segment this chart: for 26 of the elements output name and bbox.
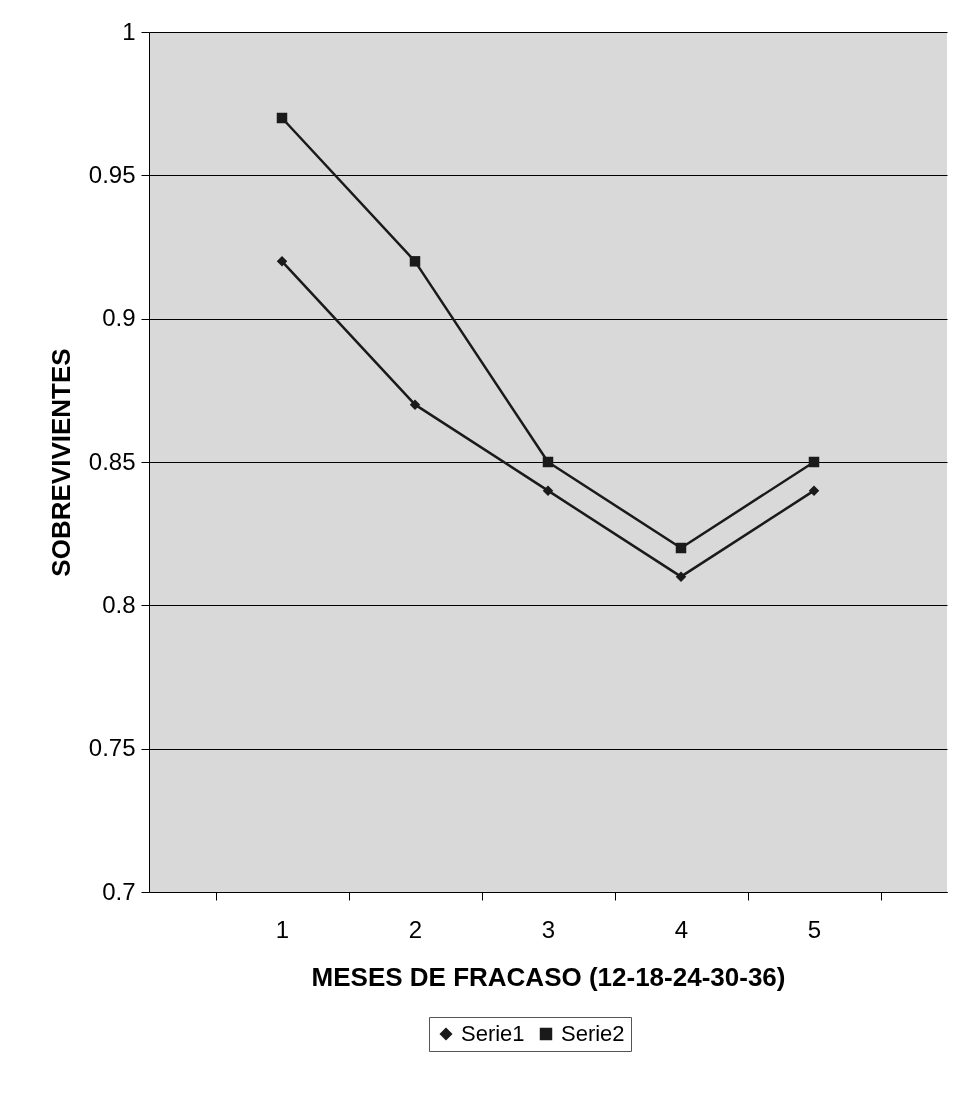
point [542,456,554,468]
y-tick-label: 0.85 [88,447,136,475]
y-axis-title: SOBREVIVIENTES [45,348,76,577]
y-tick-label: 0.8 [102,590,136,618]
legend-label: Serie2 [561,1021,625,1046]
point [542,485,554,496]
point [675,542,687,554]
y-tick-label: 0.7 [102,877,136,905]
y-tick-label: 1 [122,17,136,45]
point [276,112,288,124]
point [675,571,687,582]
x-tick-label: 5 [807,915,822,943]
legend-label: Serie1 [461,1021,525,1046]
point [808,456,820,468]
x-tick-label: 1 [275,915,290,943]
x-tick-label: 2 [408,915,423,943]
y-tick-label: 0.95 [88,160,136,188]
x-axis-title: MESES DE FRACASO (12-18-24-30-36) [311,961,786,992]
x-tick-label: 3 [541,915,556,943]
y-tick-label: 0.75 [88,734,136,762]
point [808,485,820,496]
point [276,256,288,267]
point [409,256,421,267]
x-tick-label: 4 [674,915,689,943]
point [409,399,421,410]
y-tick-label: 0.9 [102,304,136,332]
